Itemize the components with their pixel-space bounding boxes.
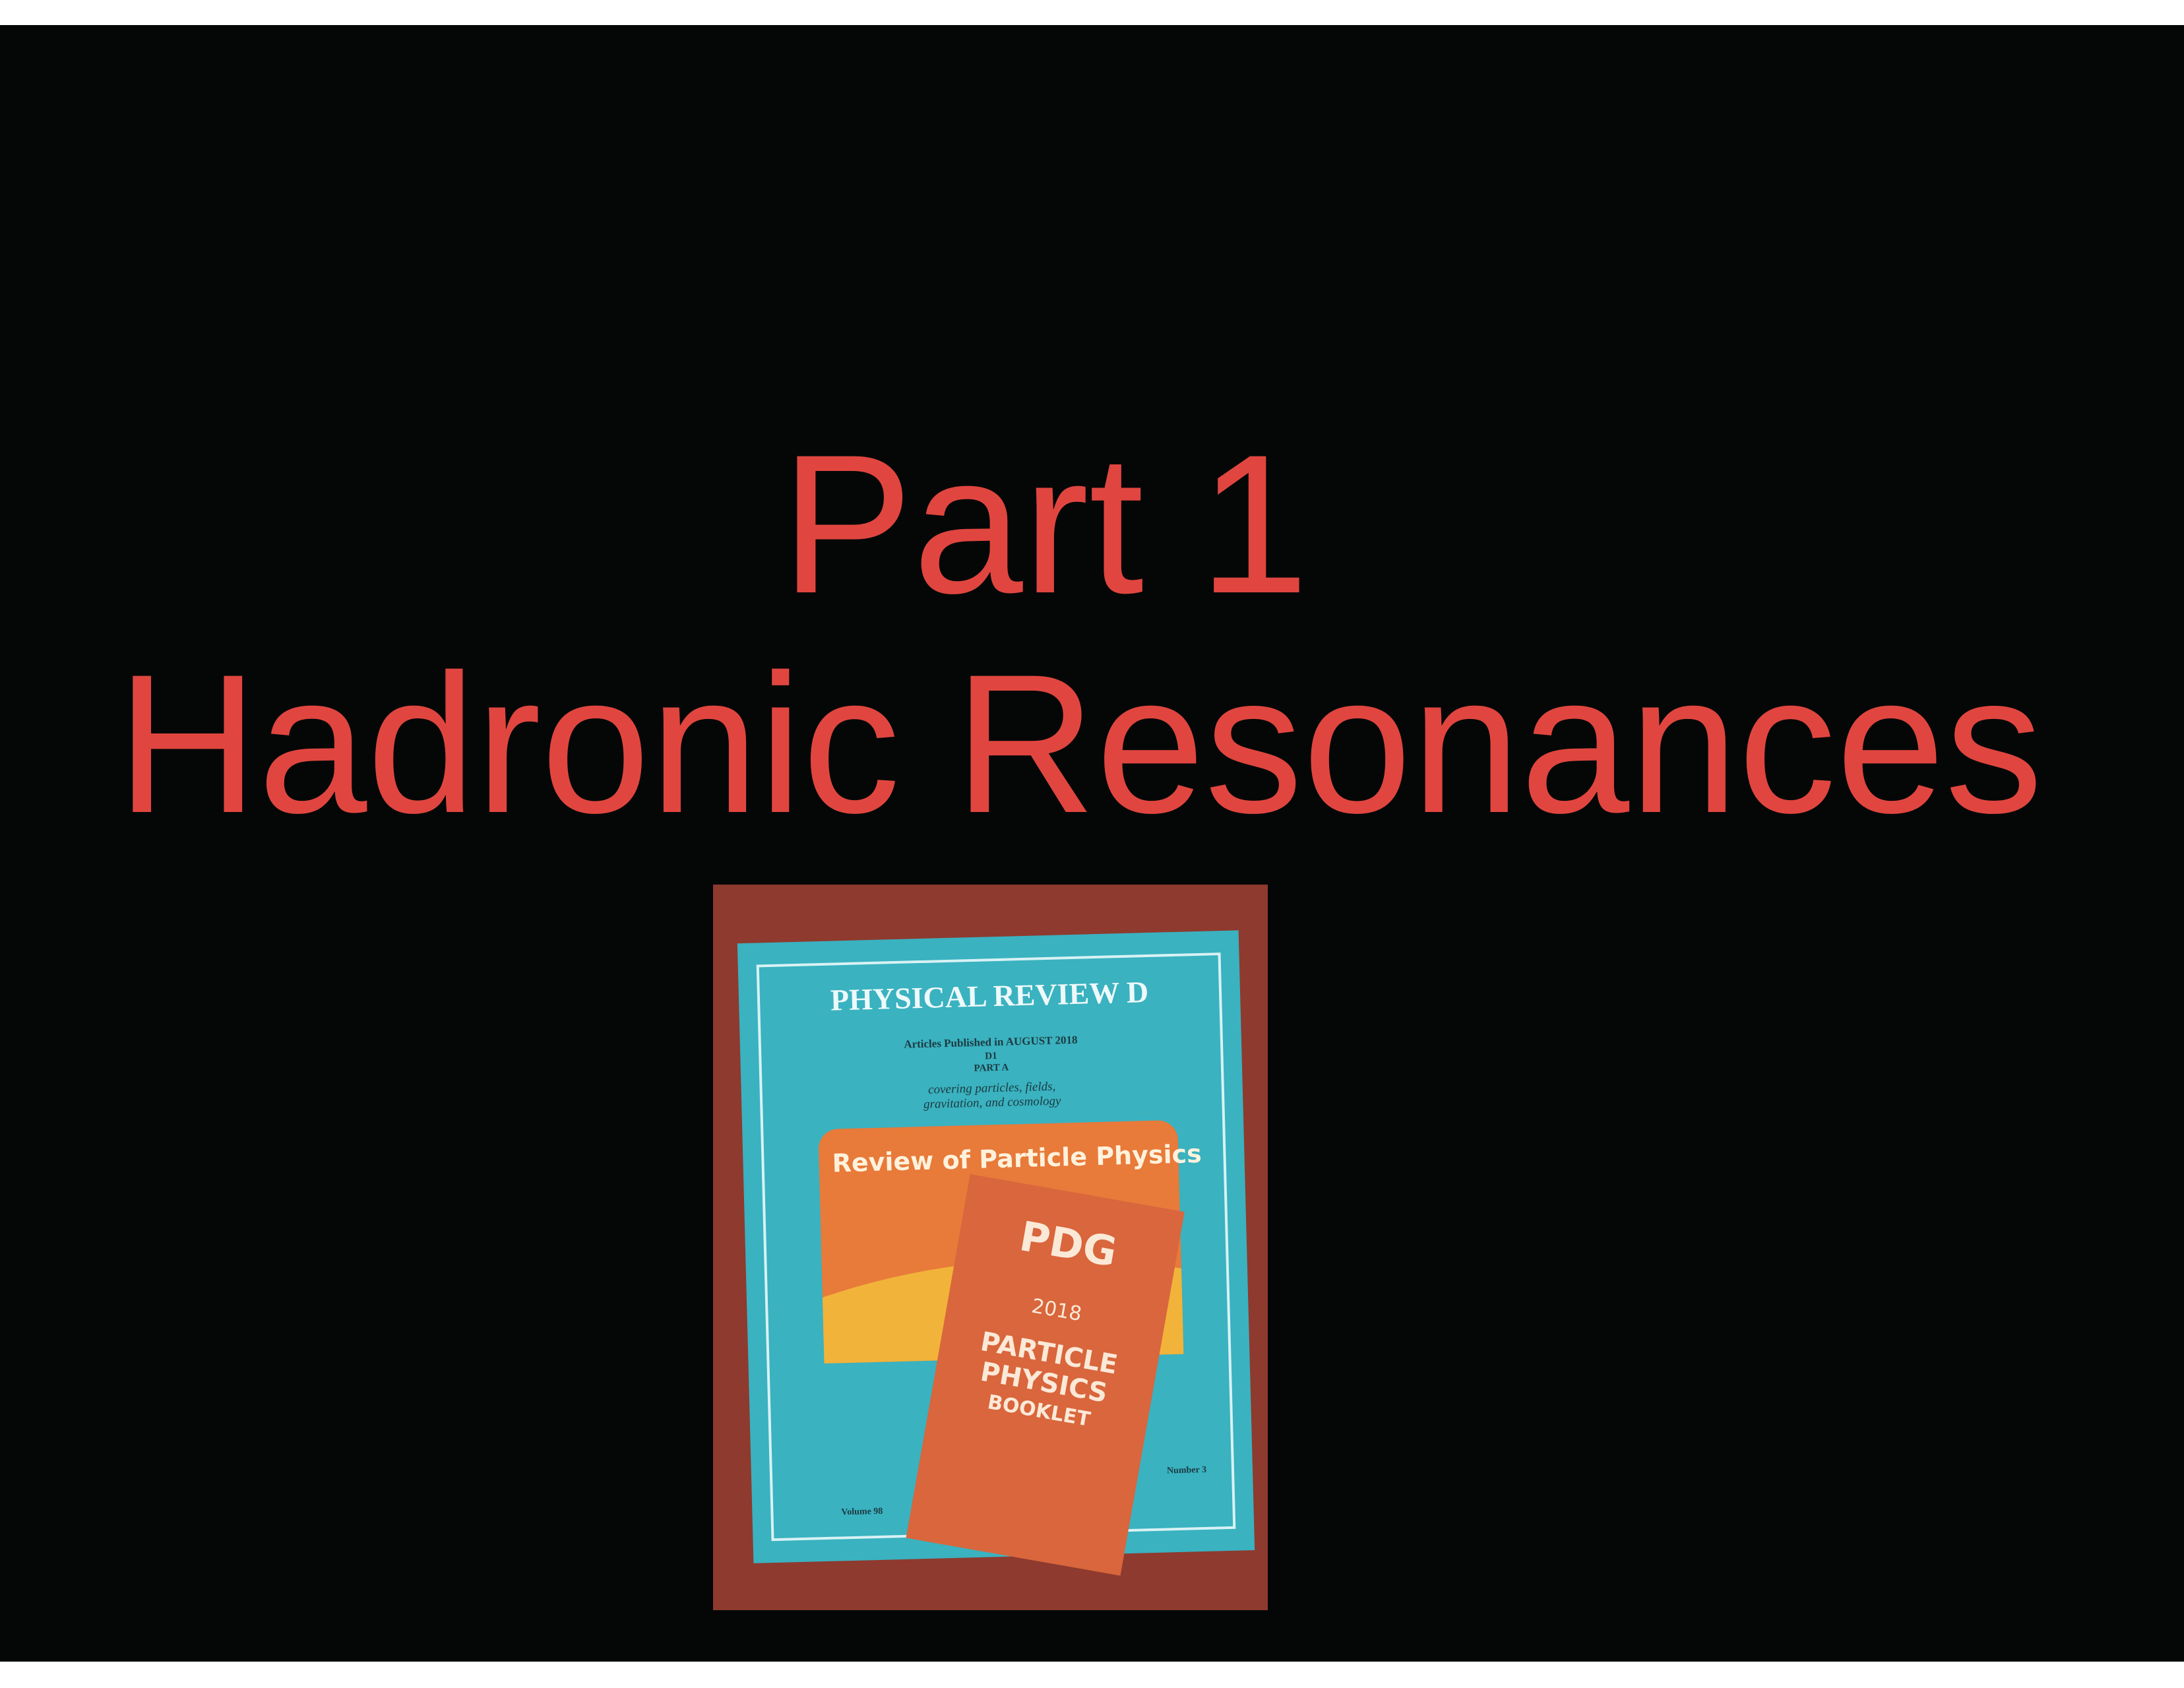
journal-number: Number 3 <box>1167 1465 1206 1476</box>
journal-scope: covering particles, fields, <box>928 1080 1056 1097</box>
journal-section: D1 <box>985 1051 997 1061</box>
photo: PHYSICAL REVIEW D Articles Published in … <box>713 885 1268 1610</box>
journal-volume: Volume 98 <box>841 1507 883 1518</box>
booklet-cover <box>906 1173 1185 1576</box>
journal-title: PHYSICAL REVIEW D <box>830 975 1148 1017</box>
journal-part: PART A <box>974 1063 1009 1074</box>
booklet: PDG 2018 PARTICLE PHYSICS BOOKLET <box>906 1173 1185 1576</box>
title-line: Part 1 <box>781 413 1309 635</box>
title-line: Hadronic Resonances <box>117 633 2043 854</box>
